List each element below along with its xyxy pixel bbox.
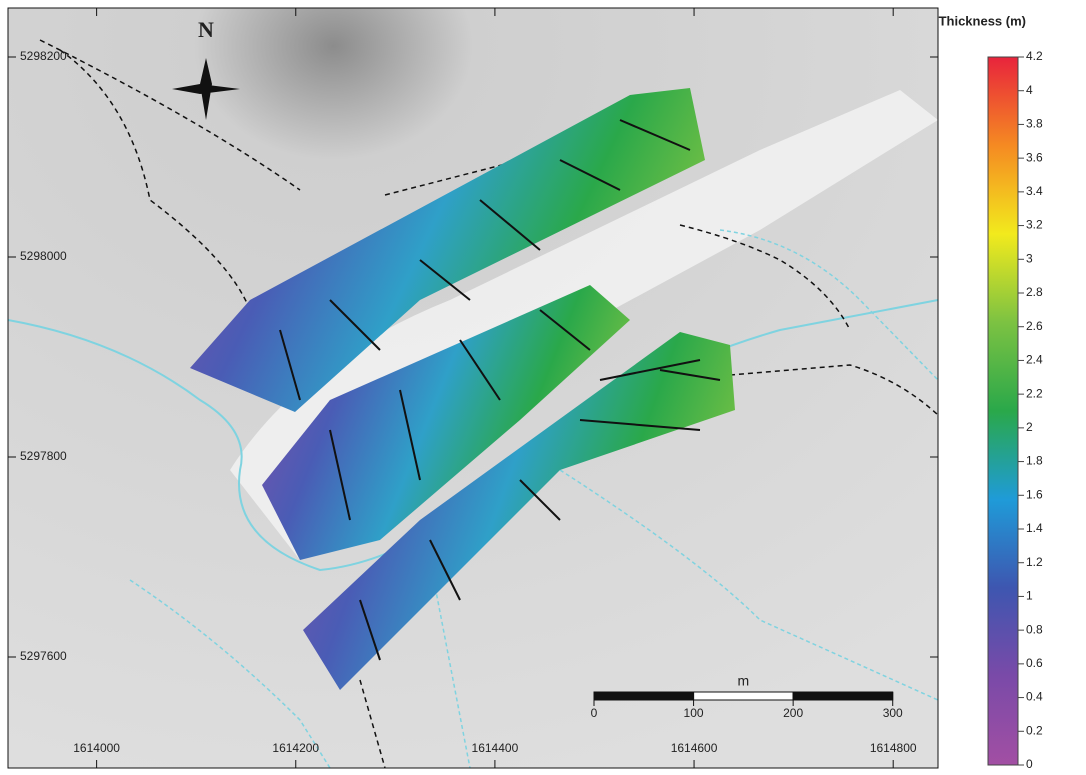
colorbar-tick-label: 2 xyxy=(1026,420,1033,434)
y-tick-label: 5297600 xyxy=(20,649,67,663)
y-tick-label: 5298200 xyxy=(20,49,67,63)
thickness-area xyxy=(303,332,735,690)
colorbar-tick-label: 4 xyxy=(1026,83,1033,97)
map: N xyxy=(7,7,939,769)
colorbar-tick-label: 2.2 xyxy=(1026,386,1043,400)
colorbar-tick-label: 0.2 xyxy=(1026,723,1043,737)
scale-segment xyxy=(792,691,894,701)
colorbar-tick-label: 2.8 xyxy=(1026,285,1043,299)
colorbar xyxy=(987,56,1019,766)
colorbar-tick-label: 3.8 xyxy=(1026,117,1043,131)
colorbar-tick-label: 2.4 xyxy=(1026,353,1043,367)
scale-segment xyxy=(593,691,695,701)
scale-bar: 0 100 200 300 m xyxy=(591,673,903,720)
colorbar-tick-label: 3.4 xyxy=(1026,184,1043,198)
y-tick-label: 5298000 xyxy=(20,249,67,263)
colorbar-tick-label: 0.8 xyxy=(1026,622,1043,636)
compass xyxy=(172,58,240,120)
scale-segment xyxy=(693,691,794,701)
colorbar-tick-label: 0.6 xyxy=(1026,656,1043,670)
scale-unit: m xyxy=(738,673,750,689)
x-tick-label: 1614800 xyxy=(870,741,917,755)
x-tick-label: 1614200 xyxy=(272,741,319,755)
colorbar-tick-label: 1.4 xyxy=(1026,521,1043,535)
thickness-area xyxy=(262,285,630,560)
fractures xyxy=(279,119,721,661)
x-tick-label: 1614000 xyxy=(73,741,120,755)
north-label: N xyxy=(198,17,214,42)
x-tick-label: 1614600 xyxy=(671,741,718,755)
colorbar-tick-label: 0 xyxy=(1026,757,1033,770)
colorbar-tick-label: 1.6 xyxy=(1026,487,1043,501)
map-frame xyxy=(7,7,939,769)
colorbar-title: Thickness (m) xyxy=(939,13,1026,28)
streams xyxy=(129,229,939,769)
colorbar-tick-label: 2.6 xyxy=(1026,319,1043,333)
colorbar-tick-label: 0.4 xyxy=(1026,690,1043,704)
colorbar-tick-label: 4.2 xyxy=(1026,49,1043,63)
colorbar-tick-label: 3.6 xyxy=(1026,150,1043,164)
scale-label: 300 xyxy=(883,706,903,720)
colorbar-tick-label: 3.2 xyxy=(1026,218,1043,232)
y-tick-label: 5297800 xyxy=(20,449,67,463)
scale-label: 200 xyxy=(783,706,803,720)
colorbar-tick-label: 1 xyxy=(1026,589,1033,603)
colorbar-tick-label: 3 xyxy=(1026,251,1033,265)
colorbar-tick-label: 1.2 xyxy=(1026,555,1043,569)
scale-label: 0 xyxy=(591,706,598,720)
x-tick-label: 1614400 xyxy=(472,741,519,755)
colorbar-tick-label: 1.8 xyxy=(1026,454,1043,468)
scale-label: 100 xyxy=(684,706,704,720)
scarps xyxy=(39,39,939,769)
